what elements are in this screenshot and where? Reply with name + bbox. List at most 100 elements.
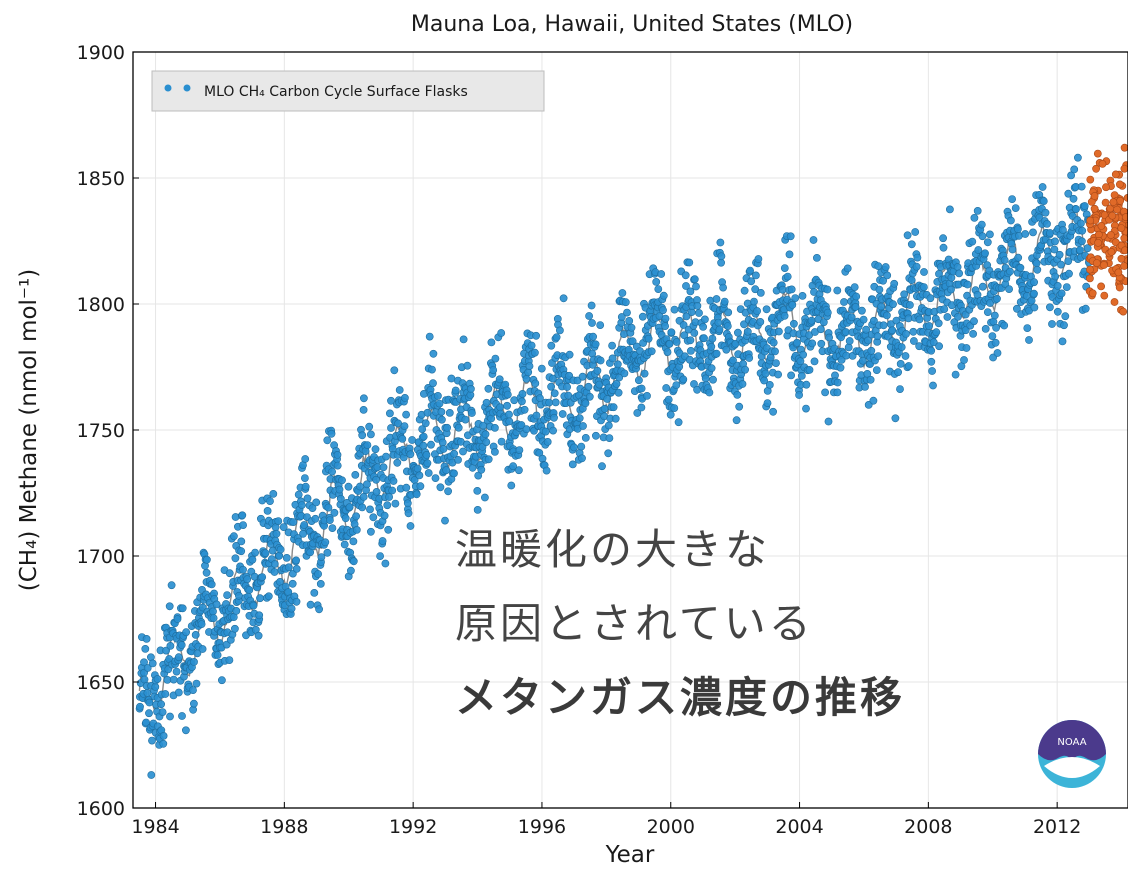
data-point (1013, 304, 1021, 313)
data-point (920, 268, 928, 276)
data-point (402, 483, 411, 492)
y-tick-label: 1600 (77, 798, 125, 820)
data-point (425, 332, 434, 341)
data-point (1065, 269, 1073, 278)
data-point (570, 443, 578, 452)
data-point (358, 431, 367, 440)
data-point (384, 525, 393, 534)
data-point (1032, 259, 1041, 268)
data-point (489, 366, 498, 374)
data-point (270, 560, 279, 568)
data-point (385, 493, 393, 501)
data-point (762, 305, 771, 314)
data-point (515, 446, 524, 454)
data-point (682, 282, 690, 290)
data-point-recent (1092, 259, 1101, 267)
data-point (209, 614, 218, 622)
data-point (311, 514, 320, 523)
data-point (813, 253, 821, 262)
data-point (682, 312, 691, 321)
data-point (1058, 337, 1067, 346)
data-point (875, 285, 884, 294)
data-point (223, 591, 231, 599)
data-point (1078, 226, 1087, 235)
data-point (437, 407, 446, 416)
data-point (543, 437, 552, 446)
data-point (609, 403, 618, 412)
data-point (136, 702, 144, 711)
data-point (1059, 226, 1067, 234)
data-point (166, 712, 174, 721)
data-point (661, 314, 670, 323)
data-point (256, 594, 264, 603)
data-point (790, 319, 798, 328)
data-point (833, 388, 842, 397)
data-point-recent (1120, 164, 1128, 173)
data-point (522, 374, 531, 383)
data-point (600, 404, 609, 413)
data-point (864, 336, 872, 345)
data-point (172, 667, 181, 676)
data-point (359, 492, 368, 501)
data-point (473, 505, 482, 514)
data-point (1048, 320, 1056, 328)
data-point (178, 712, 186, 720)
data-point (439, 445, 448, 453)
data-point (896, 359, 905, 368)
data-point (657, 270, 666, 278)
data-point (873, 332, 882, 341)
data-point-recent (1090, 204, 1099, 213)
data-point-recent (1101, 198, 1110, 207)
data-point (306, 600, 315, 609)
data-point (670, 305, 679, 314)
data-point (679, 375, 688, 384)
data-point (690, 275, 699, 284)
data-point (197, 620, 206, 628)
data-point (237, 547, 246, 556)
data-point (503, 390, 512, 399)
data-point (939, 243, 948, 252)
data-point (608, 341, 616, 350)
data-point (490, 423, 499, 432)
data-point (605, 434, 614, 442)
data-point (627, 323, 636, 332)
data-point (819, 318, 828, 327)
data-point-recent (1100, 291, 1109, 300)
data-point (679, 321, 688, 329)
data-point (433, 391, 442, 400)
data-point (442, 466, 451, 475)
data-point (495, 375, 504, 384)
data-point (783, 272, 792, 281)
data-point (275, 551, 284, 560)
data-point (771, 347, 779, 356)
data-point (911, 228, 920, 236)
data-point (874, 262, 883, 270)
data-point (578, 372, 587, 381)
data-point (389, 477, 398, 485)
data-point (659, 291, 668, 300)
data-point (1030, 289, 1038, 298)
data-point (390, 366, 399, 375)
data-point (333, 450, 342, 459)
data-point (963, 280, 972, 289)
caption-line-2: 原因とされている (455, 599, 814, 648)
data-point (427, 440, 435, 449)
data-point (338, 476, 346, 485)
data-point (991, 338, 1000, 347)
data-point (947, 285, 955, 294)
data-point-recent (1115, 283, 1124, 292)
data-point (765, 380, 774, 389)
data-point (617, 313, 626, 321)
data-point (851, 302, 860, 311)
data-point (443, 423, 451, 432)
data-point-recent (1116, 196, 1125, 205)
data-point (740, 286, 749, 295)
data-point (288, 579, 297, 588)
data-point (369, 513, 378, 522)
data-point (328, 524, 337, 532)
data-point (321, 538, 330, 547)
data-point (825, 333, 833, 342)
data-point (797, 371, 806, 380)
data-point (207, 580, 216, 589)
data-point (1008, 245, 1017, 254)
